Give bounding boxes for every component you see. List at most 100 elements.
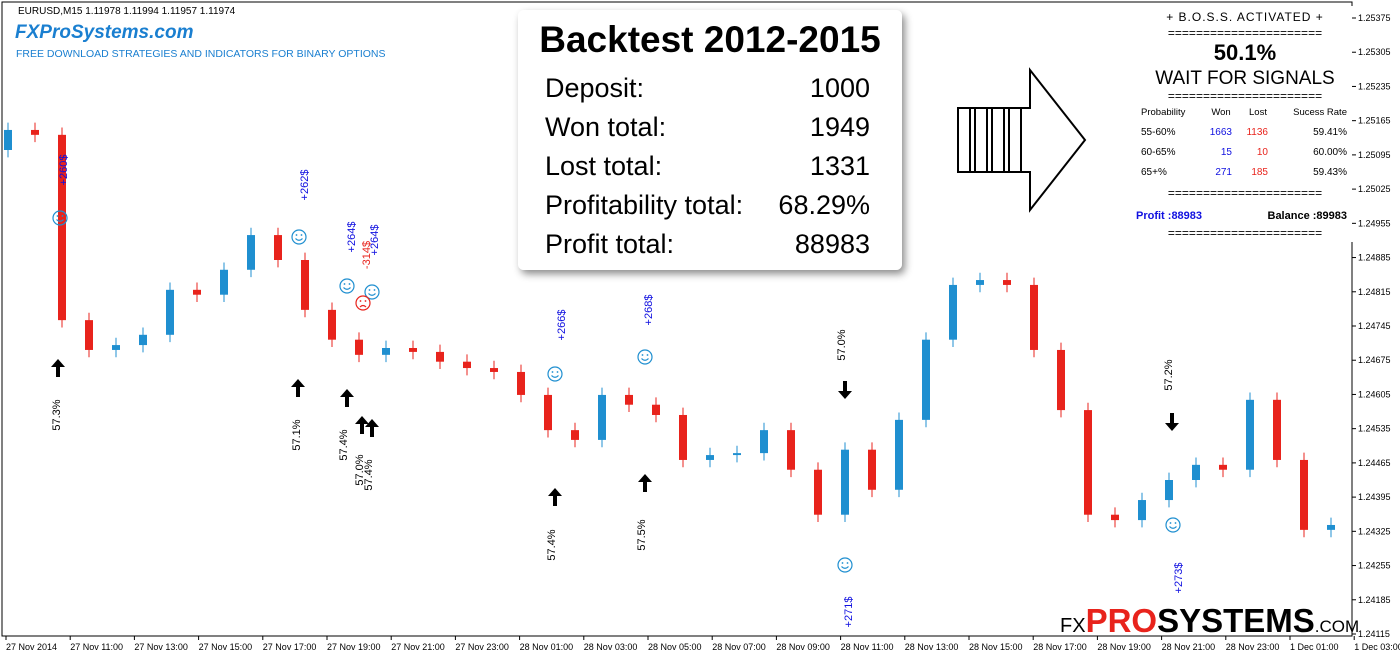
x-tick-label: 28 Nov 23:00 — [1226, 642, 1280, 652]
candle-body — [1219, 464, 1227, 470]
candle-body — [868, 449, 876, 490]
wm-pro: PRO — [1086, 602, 1158, 639]
candle-body — [463, 361, 471, 369]
smiley — [837, 557, 853, 573]
backtest-value: 68.29% — [778, 190, 870, 220]
annotation: +264$ — [346, 222, 358, 253]
x-tick-label: 27 Nov 15:00 — [199, 642, 253, 652]
backtest-value: 88983 — [795, 229, 870, 259]
candle-body — [1327, 524, 1335, 530]
x-tick-label: 1 Dec 03:00 — [1354, 642, 1400, 652]
y-tick-label: 1.25165 — [1358, 116, 1391, 126]
candle-body — [1246, 399, 1254, 470]
x-tick-label: 28 Nov 07:00 — [712, 642, 766, 652]
annotation: 57.4% — [363, 459, 375, 490]
candle-body — [598, 394, 606, 440]
candle-body — [1030, 284, 1038, 350]
x-tick-label: 27 Nov 11:00 — [70, 642, 123, 652]
table-cell: 1136 — [1246, 127, 1268, 138]
candle-body — [4, 129, 12, 150]
y-tick-label: 1.24255 — [1358, 561, 1391, 571]
annotation: +262$ — [299, 170, 311, 201]
down-arrow — [838, 381, 852, 399]
up-arrow — [355, 416, 369, 434]
table-cell: 185 — [1251, 167, 1268, 178]
candle-body — [409, 348, 417, 352]
x-tick-label: 27 Nov 19:00 — [327, 642, 381, 652]
y-tick-label: 1.25375 — [1358, 13, 1391, 23]
panel-profit: Profit :88983 — [1136, 210, 1202, 222]
candle-body — [58, 134, 66, 321]
x-tick-label: 28 Nov 17:00 — [1033, 642, 1087, 652]
backtest-value: 1949 — [810, 112, 870, 142]
candle-body — [706, 455, 714, 460]
separator: ====================== — [1168, 226, 1322, 240]
candle-body — [85, 320, 93, 350]
mouth — [56, 219, 64, 222]
eye — [556, 371, 559, 373]
candle-body — [436, 351, 444, 362]
table-cell: 60-65% — [1141, 147, 1176, 158]
up-arrow — [340, 389, 354, 407]
face — [52, 210, 68, 226]
table-cell: 59.41% — [1313, 127, 1347, 138]
wm-fx: FX — [1060, 615, 1086, 637]
candle-body — [1057, 349, 1065, 411]
candle-body — [1192, 464, 1200, 480]
separator: ====================== — [1168, 186, 1322, 200]
eye — [1174, 522, 1177, 524]
eye — [641, 354, 644, 356]
candle-body — [274, 235, 282, 260]
y-tick-label: 1.25095 — [1358, 150, 1391, 160]
mouth — [359, 304, 367, 308]
up-arrow — [638, 474, 652, 492]
annotation: +260$ — [58, 155, 70, 186]
x-tick-label: 28 Nov 21:00 — [1162, 642, 1216, 652]
candle-body — [922, 339, 930, 420]
candle-body — [544, 394, 552, 431]
x-tick-label: 28 Nov 09:00 — [776, 642, 830, 652]
eye — [348, 283, 351, 285]
up-arrow — [291, 379, 305, 397]
candle-body — [1165, 480, 1173, 501]
annotation: 57.5% — [636, 519, 648, 550]
annotation: 57.3% — [51, 399, 63, 430]
x-tick-label: 28 Nov 01:00 — [520, 642, 574, 652]
annotation: -314$ — [361, 241, 373, 269]
candle-body — [490, 368, 498, 372]
annotation: +273$ — [1173, 563, 1185, 594]
mouth — [1169, 526, 1177, 529]
annotation: +268$ — [643, 295, 655, 326]
candle-body — [301, 260, 309, 310]
y-tick-label: 1.24675 — [1358, 355, 1391, 365]
up-arrow — [365, 419, 379, 437]
mouth — [368, 293, 376, 296]
candle-body — [895, 419, 903, 490]
x-tick-label: 1 Dec 01:00 — [1290, 642, 1339, 652]
eye — [56, 215, 59, 217]
candle-body — [625, 394, 633, 405]
x-tick-label: 28 Nov 15:00 — [969, 642, 1023, 652]
panel-percent: 50.1% — [1214, 40, 1276, 65]
candle-body — [787, 430, 795, 470]
table-cell: 60.00% — [1313, 147, 1347, 158]
eye — [846, 562, 849, 564]
face — [291, 229, 307, 245]
y-tick-label: 1.24325 — [1358, 526, 1391, 536]
mouth — [295, 238, 303, 241]
backtest-label: Deposit: — [545, 73, 644, 103]
eye — [300, 234, 303, 236]
x-tick-label: 27 Nov 23:00 — [455, 642, 509, 652]
backtest-title: Backtest 2012-2015 — [539, 19, 880, 60]
annotation: 57.2% — [1163, 359, 1175, 390]
eye — [1169, 522, 1172, 524]
y-tick-label: 1.24535 — [1358, 424, 1391, 434]
brand: FXProSystems.com — [15, 22, 194, 43]
arrow-bars — [957, 107, 1022, 173]
y-tick-label: 1.24955 — [1358, 218, 1391, 228]
table-cell: 1663 — [1210, 127, 1233, 138]
annotation: 57.0% — [836, 329, 848, 360]
up-arrow — [548, 488, 562, 506]
down-arrow — [1165, 413, 1179, 431]
candle-body — [1111, 514, 1119, 521]
